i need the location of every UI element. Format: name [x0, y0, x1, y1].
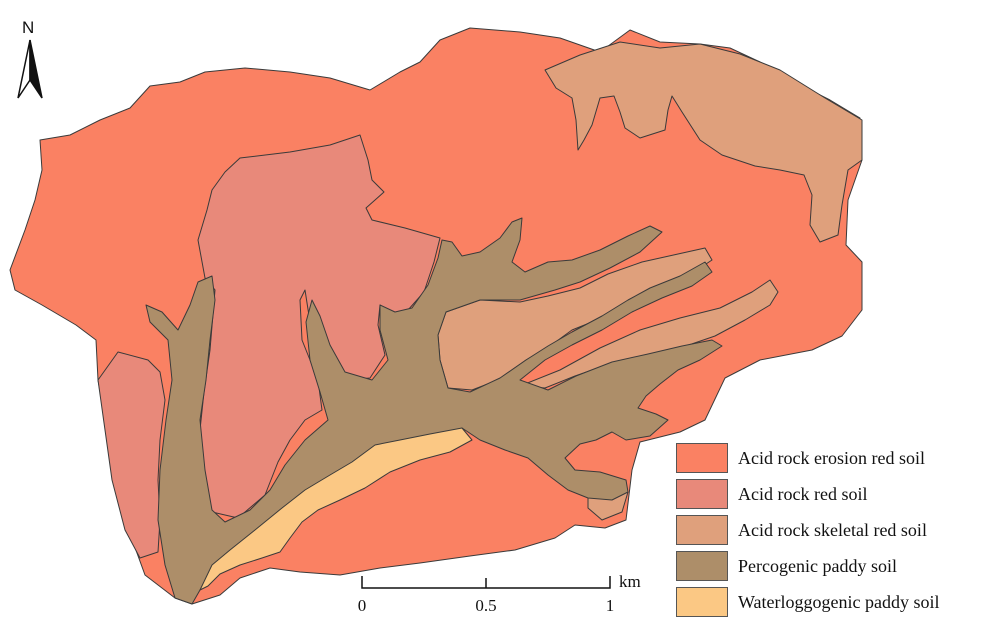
legend-item: Acid rock erosion red soil [676, 440, 996, 476]
zone-acid-rock-red-soil-sw [97, 351, 166, 559]
legend-label: Acid rock erosion red soil [738, 447, 925, 468]
scale-bar-unit: km [619, 572, 641, 591]
north-arrow-label: N [22, 18, 35, 37]
legend-item: Waterloggogenic paddy soil [676, 584, 996, 620]
zone-waterloggogenic-paddy-soil [199, 427, 473, 591]
legend-swatch [676, 515, 728, 545]
legend-item: Acid rock skeletal red soil [676, 512, 996, 548]
scale-bar-line [361, 576, 611, 589]
zone-acid-rock-skeletal-red-soil-ne [544, 41, 863, 243]
scale-tick-half: 0.5 [475, 596, 497, 615]
north-arrow-icon [17, 39, 43, 99]
legend-item: Acid rock red soil [676, 476, 996, 512]
legend-label: Acid rock red soil [738, 483, 868, 504]
legend-label: Waterloggogenic paddy soil [738, 591, 940, 612]
legend-swatch [676, 587, 728, 617]
scale-bar: km 0 0.5 1 [355, 572, 645, 622]
scale-tick-0: 0 [357, 596, 367, 615]
north-arrow: N [10, 18, 50, 102]
legend-swatch [676, 443, 728, 473]
legend-swatch [676, 551, 728, 581]
scale-tick-1: 1 [605, 596, 615, 615]
legend-label: Percogenic paddy soil [738, 555, 897, 576]
legend-swatch [676, 479, 728, 509]
legend-label: Acid rock skeletal red soil [738, 519, 927, 540]
legend-item: Percogenic paddy soil [676, 548, 996, 584]
legend: Acid rock erosion red soil Acid rock red… [676, 440, 996, 620]
